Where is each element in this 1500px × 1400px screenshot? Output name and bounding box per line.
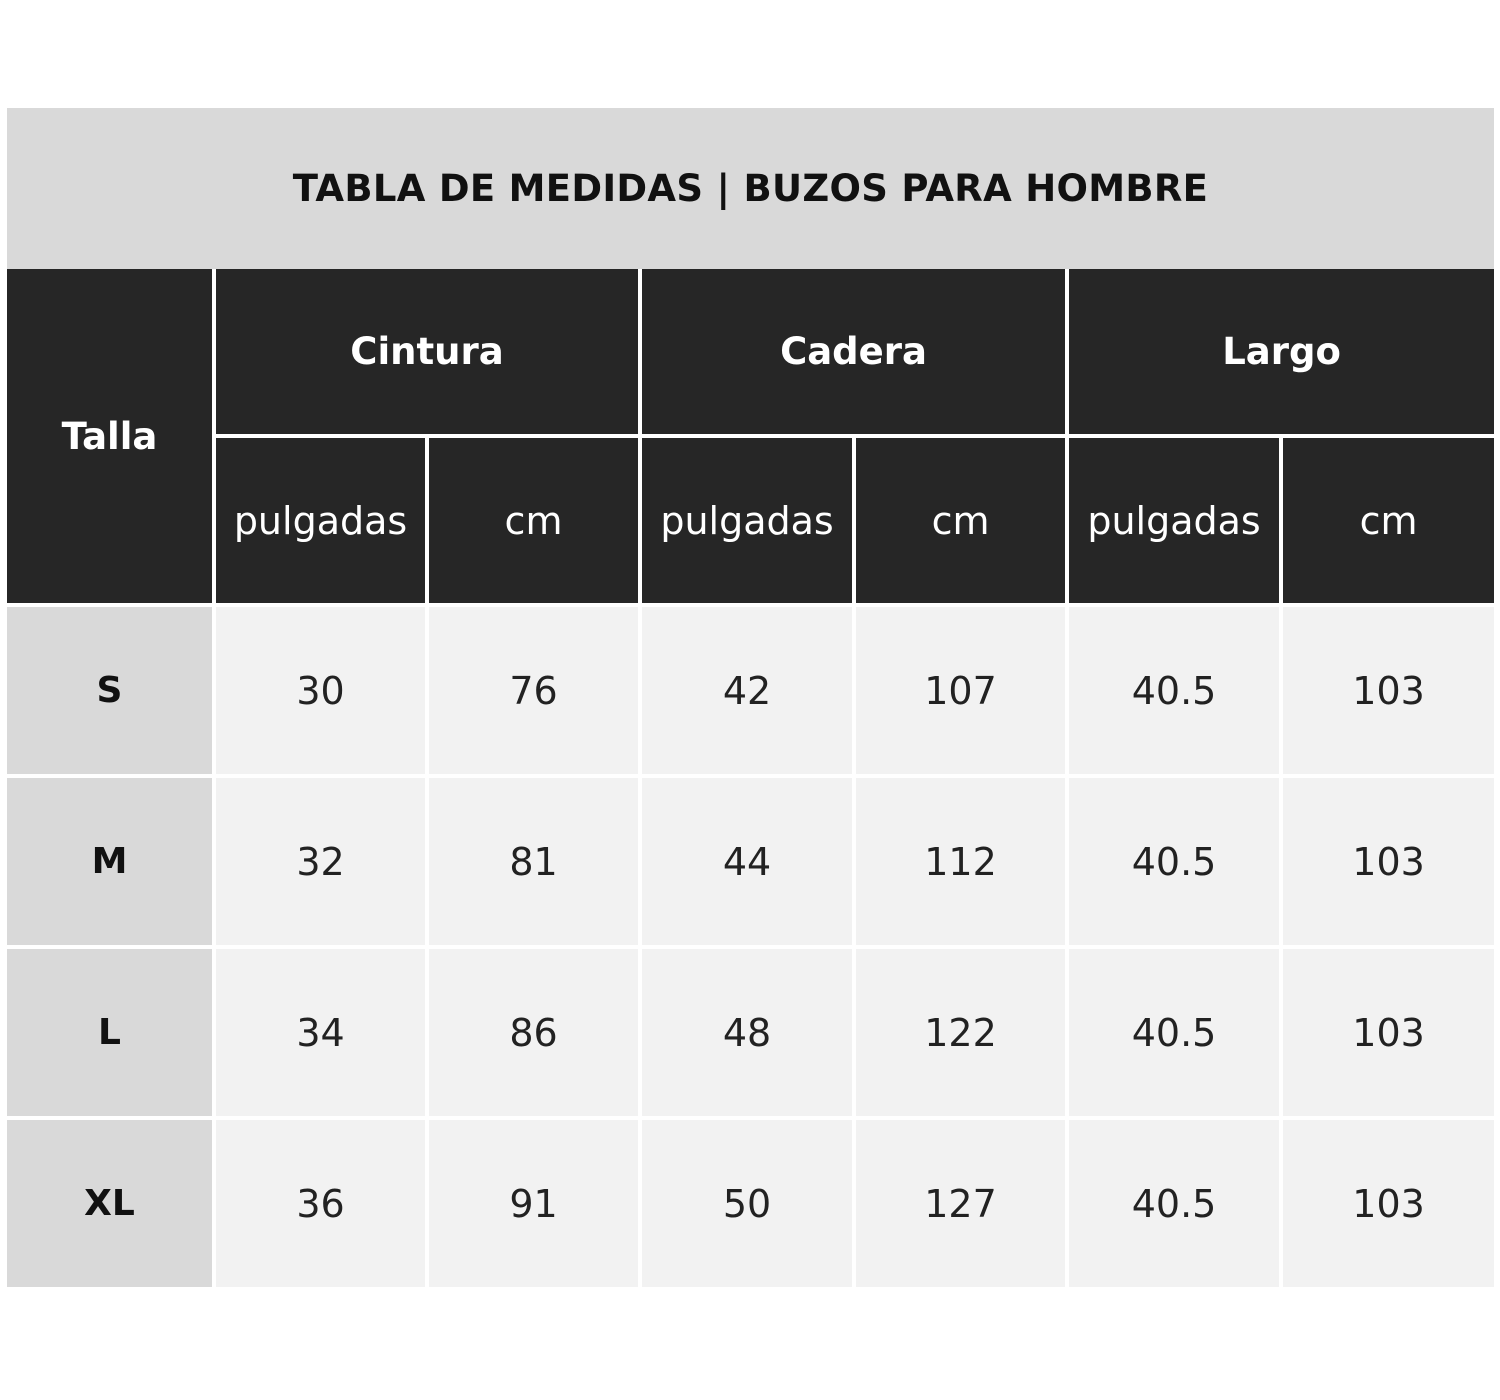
table-cell: 81 — [424, 774, 643, 949]
header-unit: cm — [852, 434, 1070, 607]
table-cell: 103 — [1279, 945, 1495, 1120]
table-cell: 36 — [212, 1116, 429, 1287]
table-cell: 86 — [424, 945, 643, 1120]
table-row: S 30 76 42 107 40.5 103 — [7, 603, 1495, 778]
table-cell: 40.5 — [1065, 603, 1284, 778]
table-cell: 127 — [852, 1116, 1070, 1287]
header-unit: cm — [424, 434, 643, 607]
table-cell: 103 — [1279, 603, 1495, 778]
table-row: M 32 81 44 112 40.5 103 — [7, 774, 1495, 949]
header-group-hip: Cadera — [638, 269, 1070, 438]
table-cell: 32 — [212, 774, 429, 949]
size-label: S — [7, 603, 216, 778]
table-cell: 91 — [424, 1116, 643, 1287]
table-cell: 44 — [638, 774, 857, 949]
table-cell: 76 — [424, 603, 643, 778]
size-label: L — [7, 945, 216, 1120]
table-cell: 103 — [1279, 774, 1495, 949]
table-row: XL 36 91 50 127 40.5 103 — [7, 1116, 1495, 1287]
table-cell: 50 — [638, 1116, 857, 1287]
page-title: TABLA DE MEDIDAS | BUZOS PARA HOMBRE — [292, 167, 1209, 210]
header-row-units: pulgadas cm pulgadas cm pulgadas cm — [7, 434, 1495, 607]
header-unit: pulgadas — [1065, 434, 1284, 607]
table-cell: 40.5 — [1065, 945, 1284, 1120]
size-label: XL — [7, 1116, 216, 1287]
size-chart-table: Talla Cintura Cadera Largo pulgadas cm p… — [7, 269, 1495, 1287]
table-cell: 30 — [212, 603, 429, 778]
header-size: Talla — [7, 269, 216, 607]
header-unit: pulgadas — [638, 434, 857, 607]
header-group-waist: Cintura — [211, 269, 643, 438]
table-row: L 34 86 48 122 40.5 103 — [7, 945, 1495, 1120]
table-cell: 42 — [638, 603, 857, 778]
table-cell: 48 — [638, 945, 857, 1120]
table-cell: 103 — [1279, 1116, 1495, 1287]
table-cell: 107 — [852, 603, 1070, 778]
table-cell: 40.5 — [1065, 774, 1284, 949]
title-bar: TABLA DE MEDIDAS | BUZOS PARA HOMBRE — [7, 108, 1494, 269]
table-cell: 112 — [852, 774, 1070, 949]
header-group-length: Largo — [1065, 269, 1495, 438]
table-cell: 122 — [852, 945, 1070, 1120]
table-cell: 40.5 — [1065, 1116, 1284, 1287]
header-unit: cm — [1279, 434, 1495, 607]
table-cell: 34 — [212, 945, 429, 1120]
header-row-groups: Talla Cintura Cadera Largo — [7, 269, 1495, 607]
size-label: M — [7, 774, 216, 949]
header-unit: pulgadas — [214, 434, 429, 607]
